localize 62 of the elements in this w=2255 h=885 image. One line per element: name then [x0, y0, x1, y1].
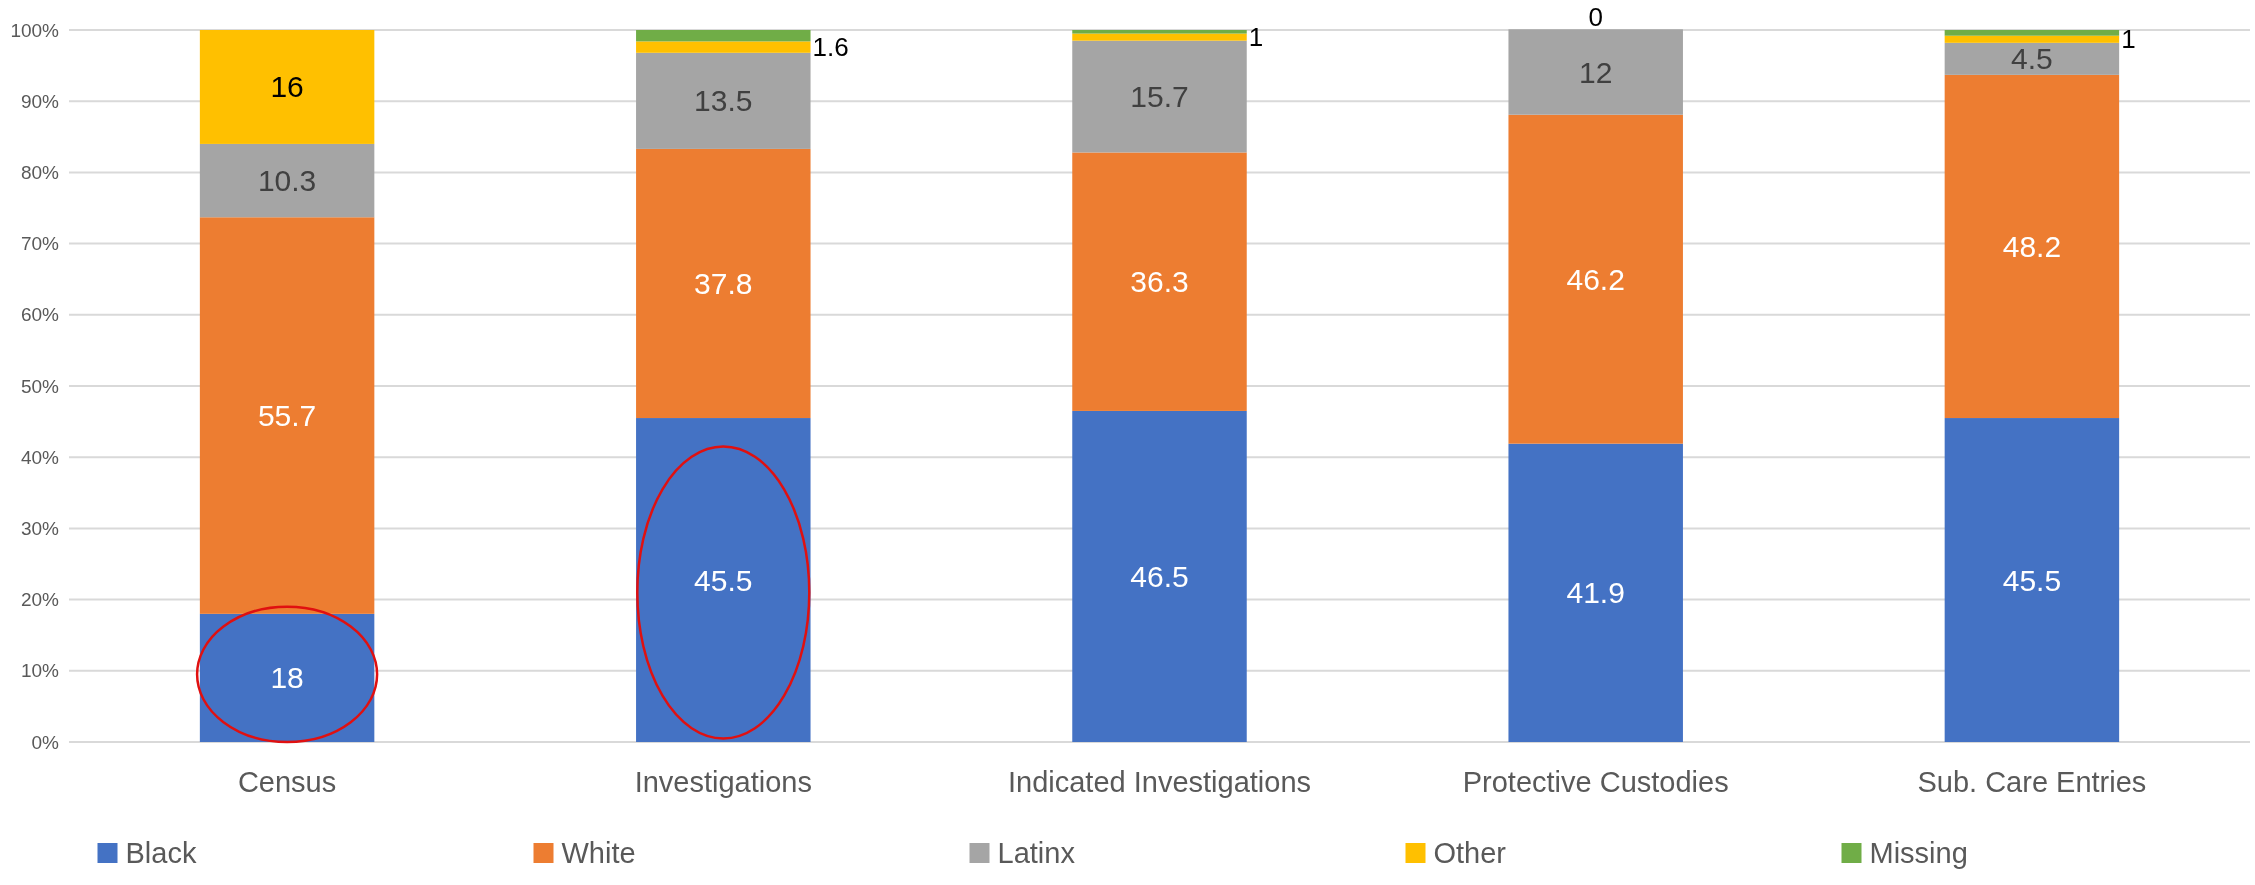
x-tick-label: Investigations: [634, 766, 812, 798]
y-tick-label: 0%: [31, 731, 60, 753]
bar: [1072, 40, 1247, 153]
data-label: 41.9: [1566, 576, 1625, 610]
data-label: 13.5: [694, 84, 753, 118]
legend-label: White: [561, 837, 636, 870]
data-label: 18: [270, 661, 304, 695]
x-tick-label: Census: [237, 766, 337, 798]
x-tick-label: Protective Custodies: [1462, 766, 1729, 798]
y-tick-label: 90%: [20, 90, 60, 112]
bar: [636, 41, 811, 53]
y-tick-label: 40%: [20, 446, 60, 468]
data-label: 45.5: [694, 563, 753, 597]
legend-label: Other: [1433, 837, 1507, 870]
bar: [636, 30, 811, 42]
data-label: 12: [1579, 55, 1613, 89]
y-tick-label: 30%: [20, 518, 60, 540]
data-label: 37.8: [694, 266, 753, 300]
data-label: 1.6: [812, 32, 849, 63]
legend-label: Black: [125, 837, 197, 870]
bar: [1944, 35, 2120, 43]
data-label: 1: [2121, 24, 2136, 55]
y-tick-label: 80%: [20, 162, 60, 184]
data-label: 45.5: [2002, 563, 2062, 597]
y-tick-label: 50%: [20, 375, 60, 397]
y-tick-label: 70%: [20, 233, 60, 255]
data-label: 15.7: [1130, 80, 1189, 114]
data-label: 55.7: [257, 399, 317, 433]
bar: [1944, 42, 2120, 75]
bar: [1072, 410, 1247, 742]
data-label: 10.3: [257, 164, 317, 198]
bar: [199, 30, 375, 144]
bar: [199, 143, 375, 218]
y-tick-label: 20%: [20, 589, 60, 611]
bar: [636, 418, 811, 742]
y-tick-label: 60%: [20, 304, 60, 326]
x-tick-label: Indicated Investigations: [1007, 766, 1312, 798]
data-label: 4.5: [2011, 42, 2053, 76]
y-tick-label: 100%: [10, 19, 60, 41]
bar: [199, 217, 375, 614]
bar: [1508, 29, 1683, 115]
bar: [636, 148, 811, 419]
data-label: 1: [1248, 22, 1264, 53]
bar: [1072, 152, 1247, 411]
legend-label: Latinx: [997, 837, 1076, 870]
bar: [1508, 443, 1683, 742]
data-label: 16: [270, 70, 304, 104]
bar: [1508, 114, 1683, 444]
bar: [1072, 33, 1247, 41]
data-label: 48.2: [2002, 229, 2062, 263]
bar: [1944, 30, 2120, 36]
y-tick-label: 10%: [20, 660, 60, 682]
data-label: 36.3: [1130, 265, 1189, 299]
bar: [1944, 74, 2120, 419]
legend-label: Missing: [1869, 837, 1968, 870]
data-label: 46.5: [1130, 559, 1189, 593]
bar: [1944, 418, 2120, 742]
data-label: 46.2: [1566, 262, 1625, 296]
x-tick-label: Sub. Care Entries: [1917, 766, 2147, 798]
data-label: 0: [1588, 2, 1603, 33]
bar: [636, 52, 811, 149]
bar: [1072, 30, 1247, 34]
